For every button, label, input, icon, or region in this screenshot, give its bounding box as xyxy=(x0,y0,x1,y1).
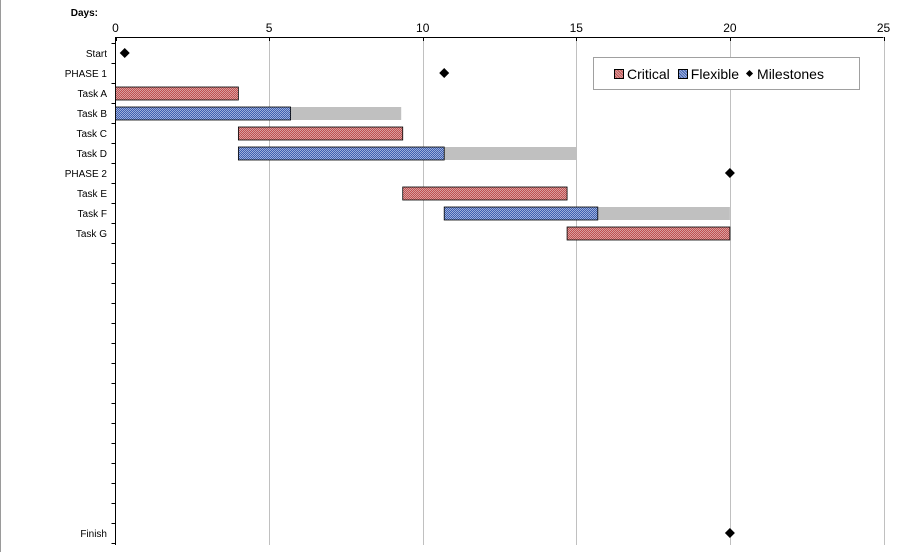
chart-legend: Critical Flexible Milestones xyxy=(593,57,860,90)
critical-bar xyxy=(115,86,239,101)
x-tick-label: 10 xyxy=(416,21,430,35)
legend-milestones-label: Milestones xyxy=(757,65,824,82)
flexible-swatch-icon xyxy=(677,68,688,79)
flexible-bar xyxy=(237,146,445,161)
critical-swatch-icon xyxy=(614,68,624,79)
task-label: Task F xyxy=(78,209,107,220)
task-label: Task B xyxy=(77,109,107,120)
finish-label: Finish xyxy=(80,529,107,540)
flexible-bar xyxy=(443,206,599,221)
task-label: Start xyxy=(86,49,107,60)
x-tick-label: 25 xyxy=(877,21,891,35)
critical-bar xyxy=(237,126,404,141)
x-tick-label: 0 xyxy=(112,21,119,35)
milestone-marker xyxy=(724,528,735,538)
task-label: Task C xyxy=(76,129,107,140)
x-tick-label: 5 xyxy=(266,21,273,35)
milestone-marker xyxy=(439,68,450,78)
slack-bar xyxy=(290,107,402,120)
task-label: Task A xyxy=(78,89,108,100)
critical-bar xyxy=(566,226,731,241)
axis-title: Days: xyxy=(71,8,98,19)
task-label: Task E xyxy=(77,189,107,200)
slack-bar xyxy=(597,207,730,220)
legend-critical-label: Critical xyxy=(627,65,670,82)
task-label: PHASE 1 xyxy=(65,69,108,80)
milestone-marker xyxy=(724,168,735,178)
legend-flexible-label: Flexible xyxy=(690,65,740,82)
legend-item-critical: Critical xyxy=(614,66,670,82)
task-label: Task D xyxy=(76,149,107,160)
task-label: PHASE 2 xyxy=(65,169,108,180)
x-tick-label: 20 xyxy=(723,21,737,35)
slack-bar xyxy=(444,147,577,160)
task-label: Task G xyxy=(76,229,107,240)
flexible-bar xyxy=(115,106,292,121)
x-tick-label: 15 xyxy=(570,21,584,35)
legend-item-milestones: Milestones xyxy=(745,65,824,82)
diamond-icon xyxy=(745,69,754,78)
critical-bar xyxy=(402,186,568,201)
milestone-marker xyxy=(119,48,130,58)
legend-item-flexible: Flexible xyxy=(677,65,740,82)
